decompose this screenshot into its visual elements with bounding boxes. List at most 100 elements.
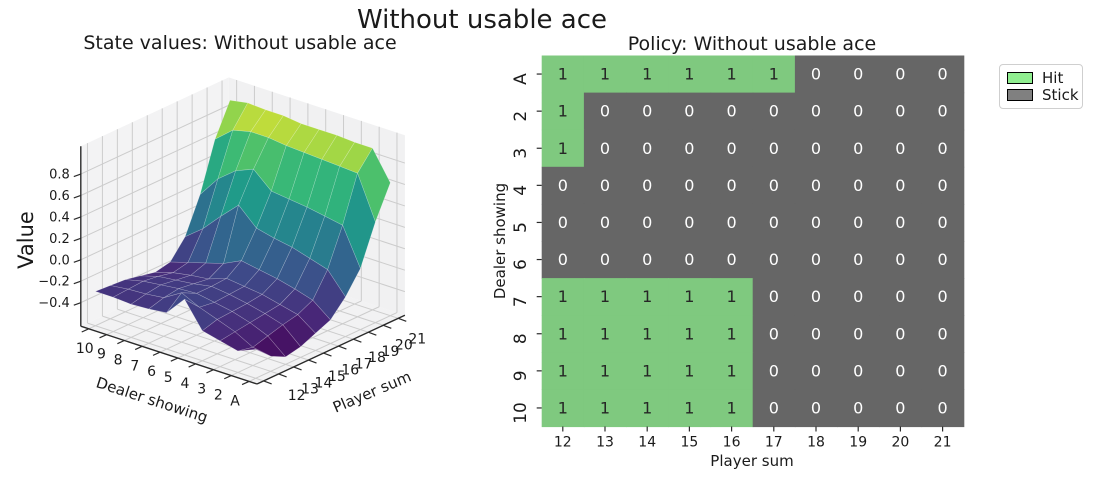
svg-text:0: 0 — [895, 176, 905, 195]
svg-text:0.4: 0.4 — [49, 210, 70, 225]
svg-text:0: 0 — [938, 139, 948, 158]
svg-text:0: 0 — [558, 250, 568, 269]
legend: Hit Stick — [999, 64, 1083, 109]
svg-text:5: 5 — [164, 370, 173, 386]
svg-text:0: 0 — [642, 102, 652, 121]
svg-text:0: 0 — [853, 398, 863, 417]
svg-text:6: 6 — [147, 364, 156, 380]
svg-text:0: 0 — [684, 250, 694, 269]
svg-text:1: 1 — [684, 398, 694, 417]
policy-ylabel: Dealer showing — [491, 182, 509, 300]
svg-text:17: 17 — [765, 435, 783, 451]
svg-text:0: 0 — [642, 213, 652, 232]
svg-text:0: 0 — [853, 139, 863, 158]
hit-swatch — [1007, 72, 1033, 84]
svg-text:0: 0 — [938, 361, 948, 380]
svg-text:1: 1 — [600, 361, 610, 380]
svg-text:0: 0 — [769, 139, 779, 158]
svg-text:0: 0 — [853, 213, 863, 232]
svg-text:0: 0 — [811, 324, 821, 343]
svg-text:17: 17 — [355, 356, 373, 372]
svg-text:12: 12 — [554, 435, 572, 451]
svg-text:0: 0 — [811, 139, 821, 158]
svg-text:0: 0 — [811, 176, 821, 195]
svg-text:14: 14 — [638, 435, 656, 451]
svg-text:0: 0 — [895, 65, 905, 84]
svg-text:1: 1 — [727, 398, 737, 417]
svg-text:1: 1 — [727, 65, 737, 84]
svg-text:0: 0 — [811, 102, 821, 121]
svg-text:0: 0 — [769, 213, 779, 232]
svg-text:3: 3 — [197, 382, 206, 398]
policy-xlabel: Player sum — [710, 452, 794, 470]
svg-text:1: 1 — [600, 65, 610, 84]
svg-text:12: 12 — [288, 388, 306, 404]
svg-text:0: 0 — [600, 102, 610, 121]
svg-text:1: 1 — [600, 398, 610, 417]
svg-text:0: 0 — [853, 102, 863, 121]
svg-text:0: 0 — [558, 213, 568, 232]
svg-text:5: 5 — [511, 222, 531, 233]
svg-text:1: 1 — [727, 361, 737, 380]
svg-text:19: 19 — [382, 344, 400, 360]
svg-text:0: 0 — [684, 102, 694, 121]
svg-text:0: 0 — [642, 176, 652, 195]
svg-text:−0.4: −0.4 — [38, 296, 70, 311]
svg-text:2: 2 — [511, 111, 531, 122]
svg-text:0: 0 — [895, 250, 905, 269]
svg-text:0: 0 — [938, 398, 948, 417]
svg-text:1: 1 — [558, 139, 568, 158]
svg-text:20: 20 — [891, 435, 909, 451]
svg-text:0: 0 — [769, 324, 779, 343]
svg-text:15: 15 — [680, 435, 698, 451]
svg-text:10: 10 — [76, 341, 94, 357]
svg-text:0: 0 — [853, 324, 863, 343]
svg-text:16: 16 — [341, 363, 359, 379]
svg-text:0: 0 — [727, 250, 737, 269]
svg-text:0.0: 0.0 — [49, 253, 70, 268]
svg-text:0: 0 — [769, 102, 779, 121]
svg-text:6: 6 — [511, 259, 531, 270]
svg-text:0: 0 — [727, 102, 737, 121]
svg-text:1: 1 — [727, 287, 737, 306]
stick-swatch — [1007, 89, 1033, 101]
svg-text:0: 0 — [769, 398, 779, 417]
svg-text:0: 0 — [853, 361, 863, 380]
svg-text:0: 0 — [600, 250, 610, 269]
svg-text:0: 0 — [895, 139, 905, 158]
svg-text:0: 0 — [895, 102, 905, 121]
svg-text:1: 1 — [642, 361, 652, 380]
svg-text:0: 0 — [600, 213, 610, 232]
svg-text:0: 0 — [769, 287, 779, 306]
svg-text:0: 0 — [727, 213, 737, 232]
svg-text:0: 0 — [727, 176, 737, 195]
svg-text:0: 0 — [938, 176, 948, 195]
svg-text:0: 0 — [558, 176, 568, 195]
surface-zlabel: Value — [14, 211, 38, 269]
svg-text:0: 0 — [684, 139, 694, 158]
svg-text:0: 0 — [684, 176, 694, 195]
svg-text:1: 1 — [600, 324, 610, 343]
svg-text:1: 1 — [684, 65, 694, 84]
svg-text:16: 16 — [723, 435, 741, 451]
svg-text:7: 7 — [130, 358, 139, 374]
svg-text:4: 4 — [511, 185, 531, 196]
svg-text:2: 2 — [214, 388, 223, 404]
svg-text:19: 19 — [849, 435, 867, 451]
svg-text:0: 0 — [895, 213, 905, 232]
svg-text:0: 0 — [853, 65, 863, 84]
svg-text:0: 0 — [769, 176, 779, 195]
svg-text:15: 15 — [328, 369, 346, 385]
stick-label: Stick — [1042, 86, 1079, 104]
svg-text:0: 0 — [642, 139, 652, 158]
svg-text:0: 0 — [811, 250, 821, 269]
svg-text:0.8: 0.8 — [49, 168, 70, 183]
svg-text:21: 21 — [408, 331, 426, 347]
svg-text:1: 1 — [642, 398, 652, 417]
svg-text:0.6: 0.6 — [49, 189, 70, 204]
svg-text:0: 0 — [895, 361, 905, 380]
svg-text:A: A — [511, 73, 531, 85]
svg-text:0: 0 — [684, 213, 694, 232]
svg-text:0: 0 — [811, 398, 821, 417]
